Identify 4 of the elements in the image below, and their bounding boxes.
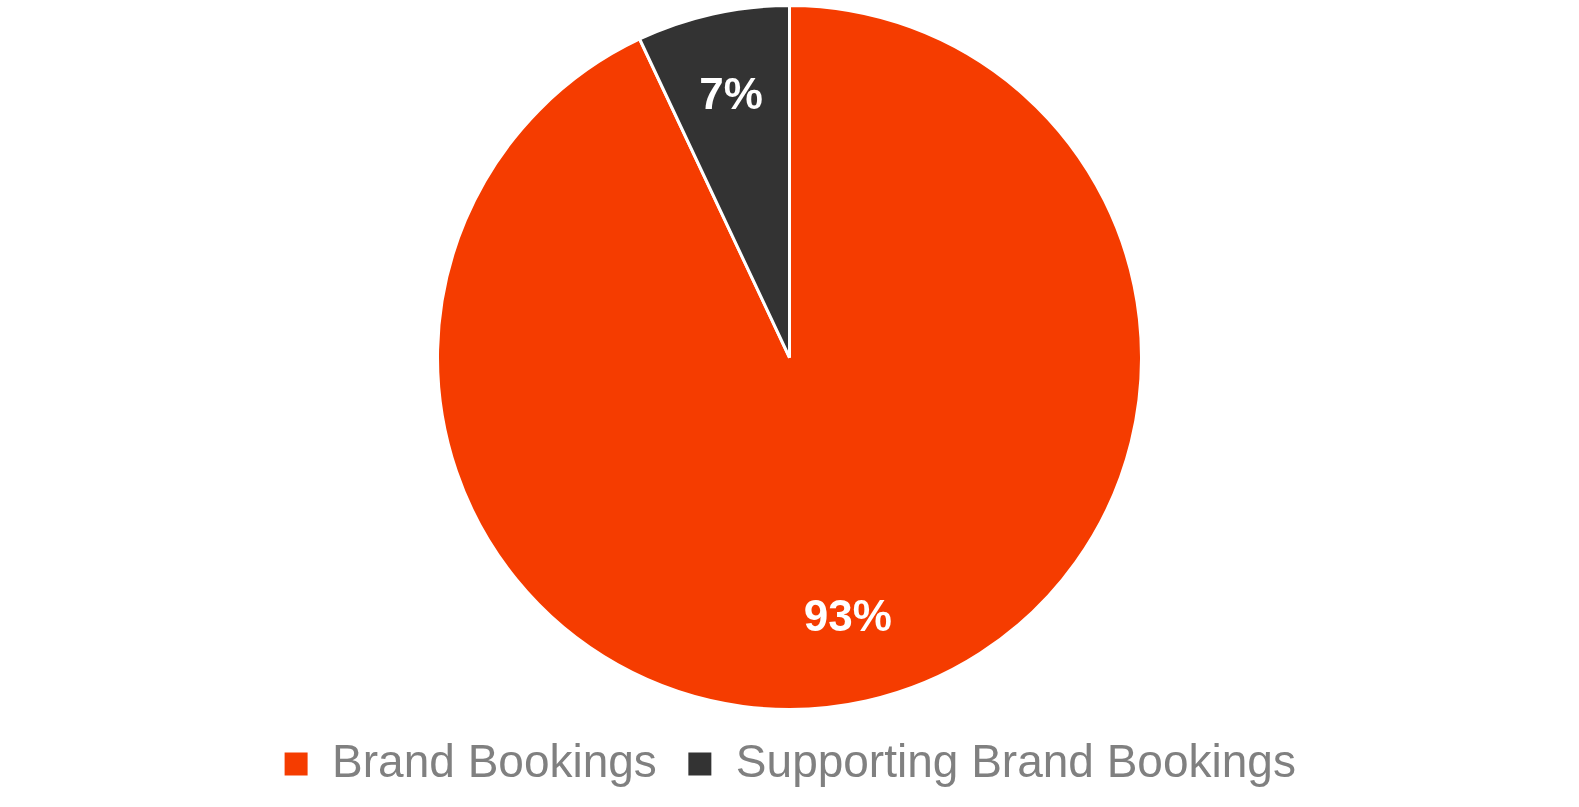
legend-label: Supporting Brand Bookings — [735, 734, 1296, 787]
data-label: 93% — [803, 590, 892, 640]
data-label: 7% — [699, 68, 763, 118]
legend-label: Brand Bookings — [332, 734, 657, 787]
